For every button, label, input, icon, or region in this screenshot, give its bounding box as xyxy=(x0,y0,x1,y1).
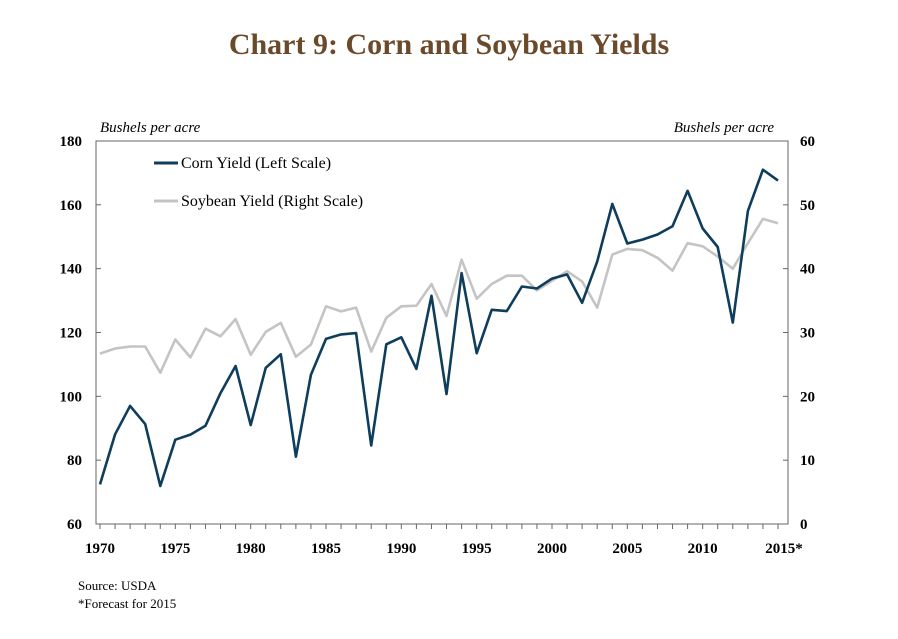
left-tick-label: 160 xyxy=(60,198,83,214)
x-tick-label: 1995 xyxy=(462,541,492,557)
x-tick-label: 1970 xyxy=(85,541,115,557)
right-tick-label: 0 xyxy=(800,517,808,533)
x-tick-label: 1980 xyxy=(236,541,266,557)
forecast-footnote: *Forecast for 2015 xyxy=(78,596,177,611)
right-tick-label: 60 xyxy=(800,134,815,150)
right-axis-unit-label: Bushels per acre xyxy=(674,120,775,136)
x-tick-label: 1975 xyxy=(160,541,190,557)
right-tick-label: 20 xyxy=(800,389,815,405)
right-tick-label: 10 xyxy=(800,453,815,469)
x-tick-label: 1985 xyxy=(311,541,341,557)
chart-title: Chart 9: Corn and Soybean Yields xyxy=(228,28,670,61)
x-tick-label: 2005 xyxy=(612,541,642,557)
left-tick-label: 100 xyxy=(60,389,83,405)
right-tick-label: 50 xyxy=(800,198,815,214)
x-tick-label: 1990 xyxy=(386,541,416,557)
series-lines xyxy=(98,168,779,488)
right-tick-label: 30 xyxy=(800,326,815,342)
soybean-yield-line xyxy=(99,217,779,375)
legend: Corn Yield (Left Scale) Soybean Yield (R… xyxy=(154,155,363,210)
x-tick-label: 2010 xyxy=(688,541,718,557)
legend-corn-label: Corn Yield (Left Scale) xyxy=(181,155,331,172)
x-tick-label: 2015* xyxy=(765,541,803,557)
left-tick-label: 180 xyxy=(60,134,83,150)
corn-yield-line xyxy=(98,168,779,488)
x-tick-label: 2000 xyxy=(537,541,567,557)
left-tick-label: 120 xyxy=(60,326,83,342)
left-tick-label: 80 xyxy=(67,453,82,469)
right-tick-label: 40 xyxy=(800,262,815,278)
legend-soy-label: Soybean Yield (Right Scale) xyxy=(181,193,363,210)
axes xyxy=(95,140,789,529)
source-note: Source: USDA xyxy=(78,578,157,593)
left-tick-label: 140 xyxy=(60,262,83,278)
left-tick-label: 60 xyxy=(67,517,82,533)
left-axis-unit-label: Bushels per acre xyxy=(100,120,201,136)
